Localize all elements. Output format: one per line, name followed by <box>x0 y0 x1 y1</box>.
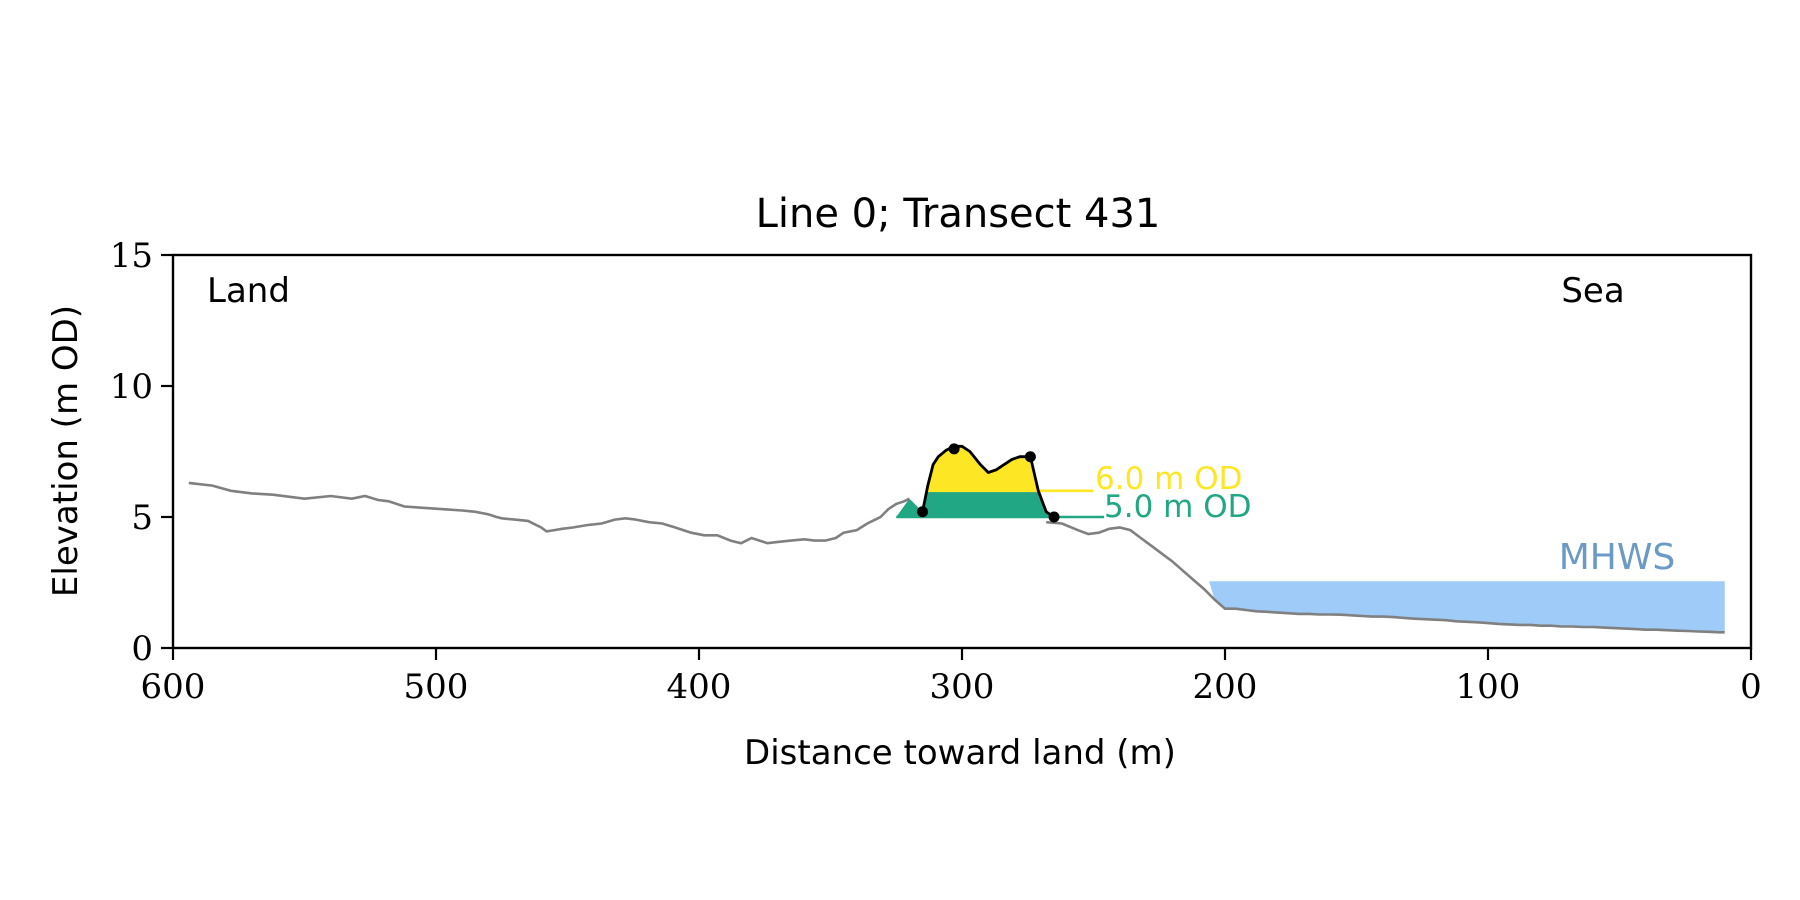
y-tick-label: 10 <box>110 367 153 407</box>
dune-marker-point <box>1048 511 1060 523</box>
x-tick-label: 400 <box>667 667 732 707</box>
x-axis-label: Distance toward land (m) <box>744 733 1176 773</box>
mhws-label: MHWS <box>1559 537 1676 578</box>
dune-marker-point <box>917 506 929 518</box>
x-tick-label: 200 <box>1193 667 1258 707</box>
mhws-water-fill <box>1209 581 1725 633</box>
x-tick-label: 600 <box>141 667 206 707</box>
y-tick-label: 0 <box>131 629 153 669</box>
profile-line-landward <box>188 481 910 545</box>
threshold-5m-label: 5.0 m OD <box>1104 489 1251 525</box>
x-ticks: 600 500 400 300 200 100 0 <box>141 648 1762 707</box>
marker-layer <box>917 443 1060 523</box>
x-tick-label: 300 <box>930 667 995 707</box>
dune-marker-point <box>948 443 960 455</box>
line-layer <box>188 444 1725 634</box>
sea-label: Sea <box>1561 271 1624 311</box>
x-tick-label: 0 <box>1740 667 1762 707</box>
y-tick-label: 15 <box>110 236 153 276</box>
y-axis-label: Elevation (m OD) <box>46 305 86 597</box>
y-ticks: 0 5 10 15 <box>110 236 173 669</box>
land-label: Land <box>207 271 290 311</box>
dune-marker-point <box>1024 451 1036 463</box>
profile-line-seaward <box>1046 520 1725 634</box>
y-tick-label: 5 <box>131 498 153 538</box>
dune-fill-5-to-6m <box>896 490 1055 517</box>
fill-layer <box>896 446 1725 633</box>
x-tick-label: 500 <box>404 667 469 707</box>
threshold-6m-label: 6.0 m OD <box>1095 461 1242 497</box>
x-tick-label: 100 <box>1456 667 1521 707</box>
dune-profile-line <box>921 444 1055 519</box>
chart-title: Line 0; Transect 431 <box>756 191 1161 237</box>
